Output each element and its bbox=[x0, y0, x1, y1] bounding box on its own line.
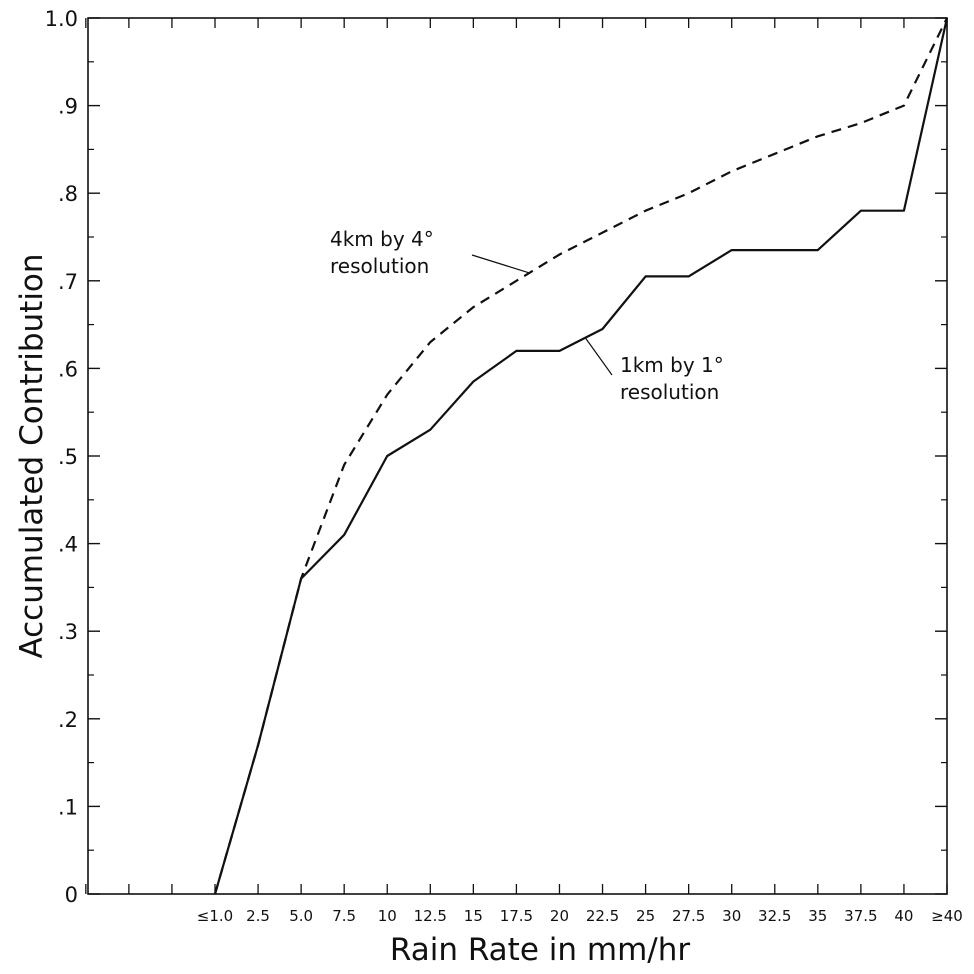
series-line-0 bbox=[213, 17, 948, 895]
annotation-label: resolution bbox=[620, 380, 719, 404]
annotation-leader-line bbox=[471, 254, 530, 274]
ticks-layer: 0 .1 .2 .3 .4 .5 .6 .7 .8 .9 1.0 ≤1.0 2.5 5.0 7.5 10 12.… bbox=[45, 7, 963, 925]
series-layer bbox=[213, 17, 949, 895]
annotation-leader-line bbox=[584, 337, 613, 376]
x-tick-label: 32.5 bbox=[758, 907, 791, 925]
x-tick-label: ≤1.0 bbox=[197, 907, 233, 925]
x-tick-label: 12.5 bbox=[414, 907, 447, 925]
y-tick-label: 0 bbox=[65, 883, 78, 907]
series-line-1 bbox=[213, 17, 949, 895]
plot-frame bbox=[87, 17, 948, 895]
x-tick-label: 17.5 bbox=[500, 907, 533, 925]
x-tick-label: 27.5 bbox=[672, 907, 705, 925]
x-tick-label: 22.5 bbox=[586, 907, 619, 925]
x-tick-label: 35 bbox=[808, 907, 827, 925]
y-tick-label: 1.0 bbox=[45, 7, 78, 31]
x-tick-label: 2.5 bbox=[246, 907, 270, 925]
x-axis-title: Rain Rate in mm/hr bbox=[390, 932, 691, 968]
y-tick-label: .5 bbox=[58, 445, 78, 469]
y-tick-label: .4 bbox=[58, 533, 78, 557]
x-tick-label: 40 bbox=[894, 907, 913, 925]
y-axis-title: Accumulated Contribution bbox=[14, 253, 50, 658]
annotation-layer: 4km by 4° resolution 1km by 1° resolution bbox=[330, 227, 724, 404]
y-tick-label: .1 bbox=[58, 795, 78, 819]
x-tick-label: 7.5 bbox=[332, 907, 356, 925]
y-tick-label: .8 bbox=[58, 182, 78, 206]
y-tick-label: .9 bbox=[58, 95, 78, 119]
x-tick-label: 25 bbox=[636, 907, 655, 925]
x-tick-label: 30 bbox=[722, 907, 741, 925]
y-tick-label: .6 bbox=[58, 357, 78, 381]
y-tick-label: .3 bbox=[58, 620, 78, 644]
x-tick-label: ≥40 bbox=[931, 907, 963, 925]
annotation-label: resolution bbox=[330, 254, 429, 278]
annotation-label: 4km by 4° bbox=[330, 227, 434, 251]
x-tick-label: 5.0 bbox=[289, 907, 313, 925]
y-tick-label: .2 bbox=[58, 708, 78, 732]
x-tick-label: 15 bbox=[464, 907, 483, 925]
annotation-label: 1km by 1° bbox=[620, 353, 724, 377]
x-tick-label: 37.5 bbox=[844, 907, 877, 925]
y-tick-label: .7 bbox=[58, 270, 78, 294]
x-tick-label: 20 bbox=[550, 907, 569, 925]
x-tick-label: 10 bbox=[378, 907, 397, 925]
